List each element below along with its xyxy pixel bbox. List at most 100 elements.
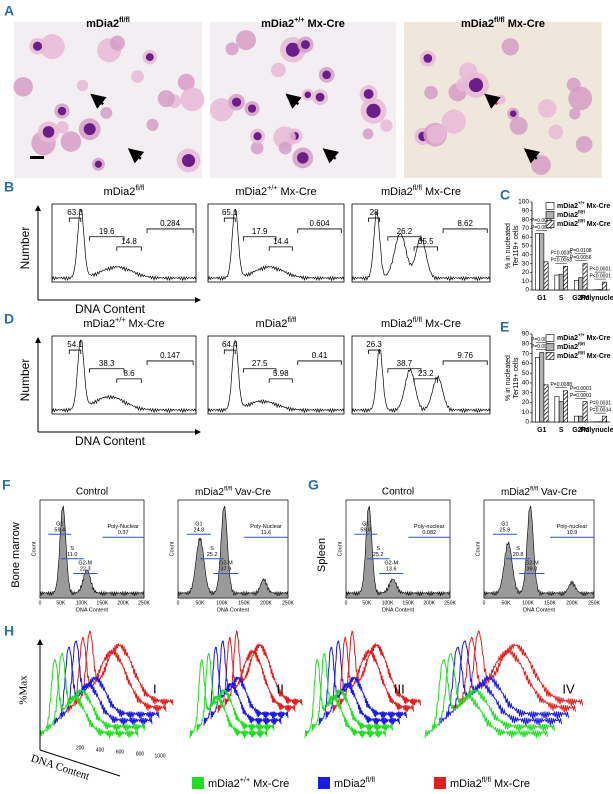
cell: [538, 99, 557, 118]
cell: [209, 98, 234, 122]
cell: [273, 126, 296, 149]
gate-label: Poly-Nuclear 0.37: [107, 525, 139, 537]
y-tick-label: 80: [522, 340, 530, 347]
histogram-curve: [452, 636, 576, 713]
gate-bracket: [368, 349, 380, 355]
genotype-base: mDia2: [501, 487, 530, 498]
x-tick-label: G1: [537, 295, 546, 302]
histogram-frame: [351, 335, 491, 415]
gate-value: 19.6: [99, 227, 115, 236]
histogram-curve: [311, 653, 393, 732]
p-value: P=0.0088: [550, 382, 572, 388]
genotype-suffix: Mx-Cre: [422, 318, 461, 330]
gate-name: G1: [362, 522, 369, 528]
gate-value: 37.9: [220, 567, 231, 573]
x-tick-label: 0: [483, 600, 486, 606]
gate-value: 13.6: [386, 567, 397, 573]
p-value: P=0.0009: [531, 337, 553, 343]
genotype-superscript: +/+: [240, 776, 250, 784]
y-tick-label: 50: [522, 370, 530, 377]
gate-value: 25.9: [500, 528, 511, 534]
genotype-suffix: Mx-Cre: [585, 353, 611, 360]
x-axis-label: DNA Content: [523, 607, 556, 613]
x-axis-label: DNA Content: [76, 607, 109, 613]
nucleus: [94, 160, 102, 168]
gate-value: 0.41: [312, 351, 328, 360]
legend-label: mDia2+/+ Mx-Cre: [557, 333, 610, 342]
x-tick-label: 50K: [196, 600, 206, 606]
bar: [578, 277, 584, 291]
histogram-curve: [60, 640, 160, 720]
cell: [568, 86, 593, 111]
gate-value: 38.3: [99, 359, 115, 368]
legend-swatch: [192, 777, 204, 789]
histogram-frame: [207, 203, 345, 283]
bar: [535, 233, 540, 291]
histogram-curve: [51, 339, 197, 414]
histogram-curve: [224, 630, 303, 707]
histogram-curve: [67, 636, 167, 713]
gate-value: 59.4: [54, 528, 65, 534]
plot-title: Control: [382, 487, 414, 498]
histogram-curve: [217, 636, 296, 713]
y-tick-label: 100: [518, 199, 529, 206]
gate-name: S: [376, 546, 380, 552]
x-tick-label: 250K: [138, 600, 150, 606]
gate-label: Poly-Nuclear 11.6: [250, 525, 282, 537]
genotype-superscript: fl/fl: [482, 776, 492, 784]
nucleus: [304, 91, 312, 99]
y-tick-label: 60: [522, 234, 530, 241]
gate-bracket: [387, 368, 422, 373]
bar: [578, 415, 584, 423]
gate-value: 64.4: [222, 340, 238, 349]
bar: [574, 415, 579, 423]
p-value: P=0.0035: [550, 251, 572, 257]
genotype-base: mDia2: [334, 778, 366, 790]
gate-label: G1 24.8: [194, 522, 205, 534]
arrow: [523, 148, 541, 164]
micrograph-title: mDia2+/+ Mx-Cre: [261, 16, 345, 30]
y-tick-label: 80: [522, 216, 530, 223]
genotype-superscript: fl/fl: [494, 16, 505, 24]
p-value: P<0.0001: [589, 266, 611, 272]
gate-value: 26.3: [366, 340, 382, 349]
axis-label: Number: [18, 227, 32, 270]
x-tick-label: 250K: [444, 600, 456, 606]
y-tick-label: 10: [522, 409, 530, 416]
y-tick-label: 30: [522, 389, 530, 396]
legend-label: mDia2fl/fl: [557, 342, 585, 351]
axis-arrow: [39, 749, 121, 777]
nucleus: [145, 53, 154, 62]
cell: [569, 108, 581, 120]
x-tick-label: 250K: [282, 600, 294, 606]
histogram-curve: [351, 349, 491, 414]
histogram-curve: [424, 659, 548, 739]
bar: [582, 263, 588, 291]
legend-swatch: [545, 343, 555, 351]
histogram-curve: [203, 646, 282, 726]
genotype-base: mDia2: [381, 186, 413, 198]
genotype-suffix: Vav-Cre: [232, 487, 271, 498]
x-tick-label: G2/M: [572, 295, 589, 302]
genotype-superscript: +/+: [578, 201, 585, 206]
arrow: [127, 148, 145, 164]
cell: [271, 62, 286, 78]
panel-letter: B: [4, 179, 14, 195]
genotype-superscript: +/+: [267, 184, 277, 192]
genotype-base: mDia2: [557, 212, 578, 219]
x-tick-label: 800: [136, 751, 145, 757]
gate-name: G2-M: [219, 561, 233, 567]
plot-frame: [483, 499, 595, 599]
gate-value: 54.1: [67, 340, 83, 349]
cell: [39, 33, 65, 60]
gate-name: G1: [501, 522, 508, 528]
genotype-base: mDia2: [256, 318, 288, 330]
genotype-superscript: fl/fl: [224, 485, 233, 492]
nucleus: [231, 97, 242, 107]
x-tick-label: 50K: [502, 600, 512, 606]
gate-name: G2-M: [525, 561, 539, 567]
x-tick-label: 100K: [382, 600, 394, 606]
gate-value: 25.2: [373, 552, 384, 558]
legend-swatch: [545, 352, 555, 360]
gate-label: G2-M 22.3: [78, 561, 92, 573]
